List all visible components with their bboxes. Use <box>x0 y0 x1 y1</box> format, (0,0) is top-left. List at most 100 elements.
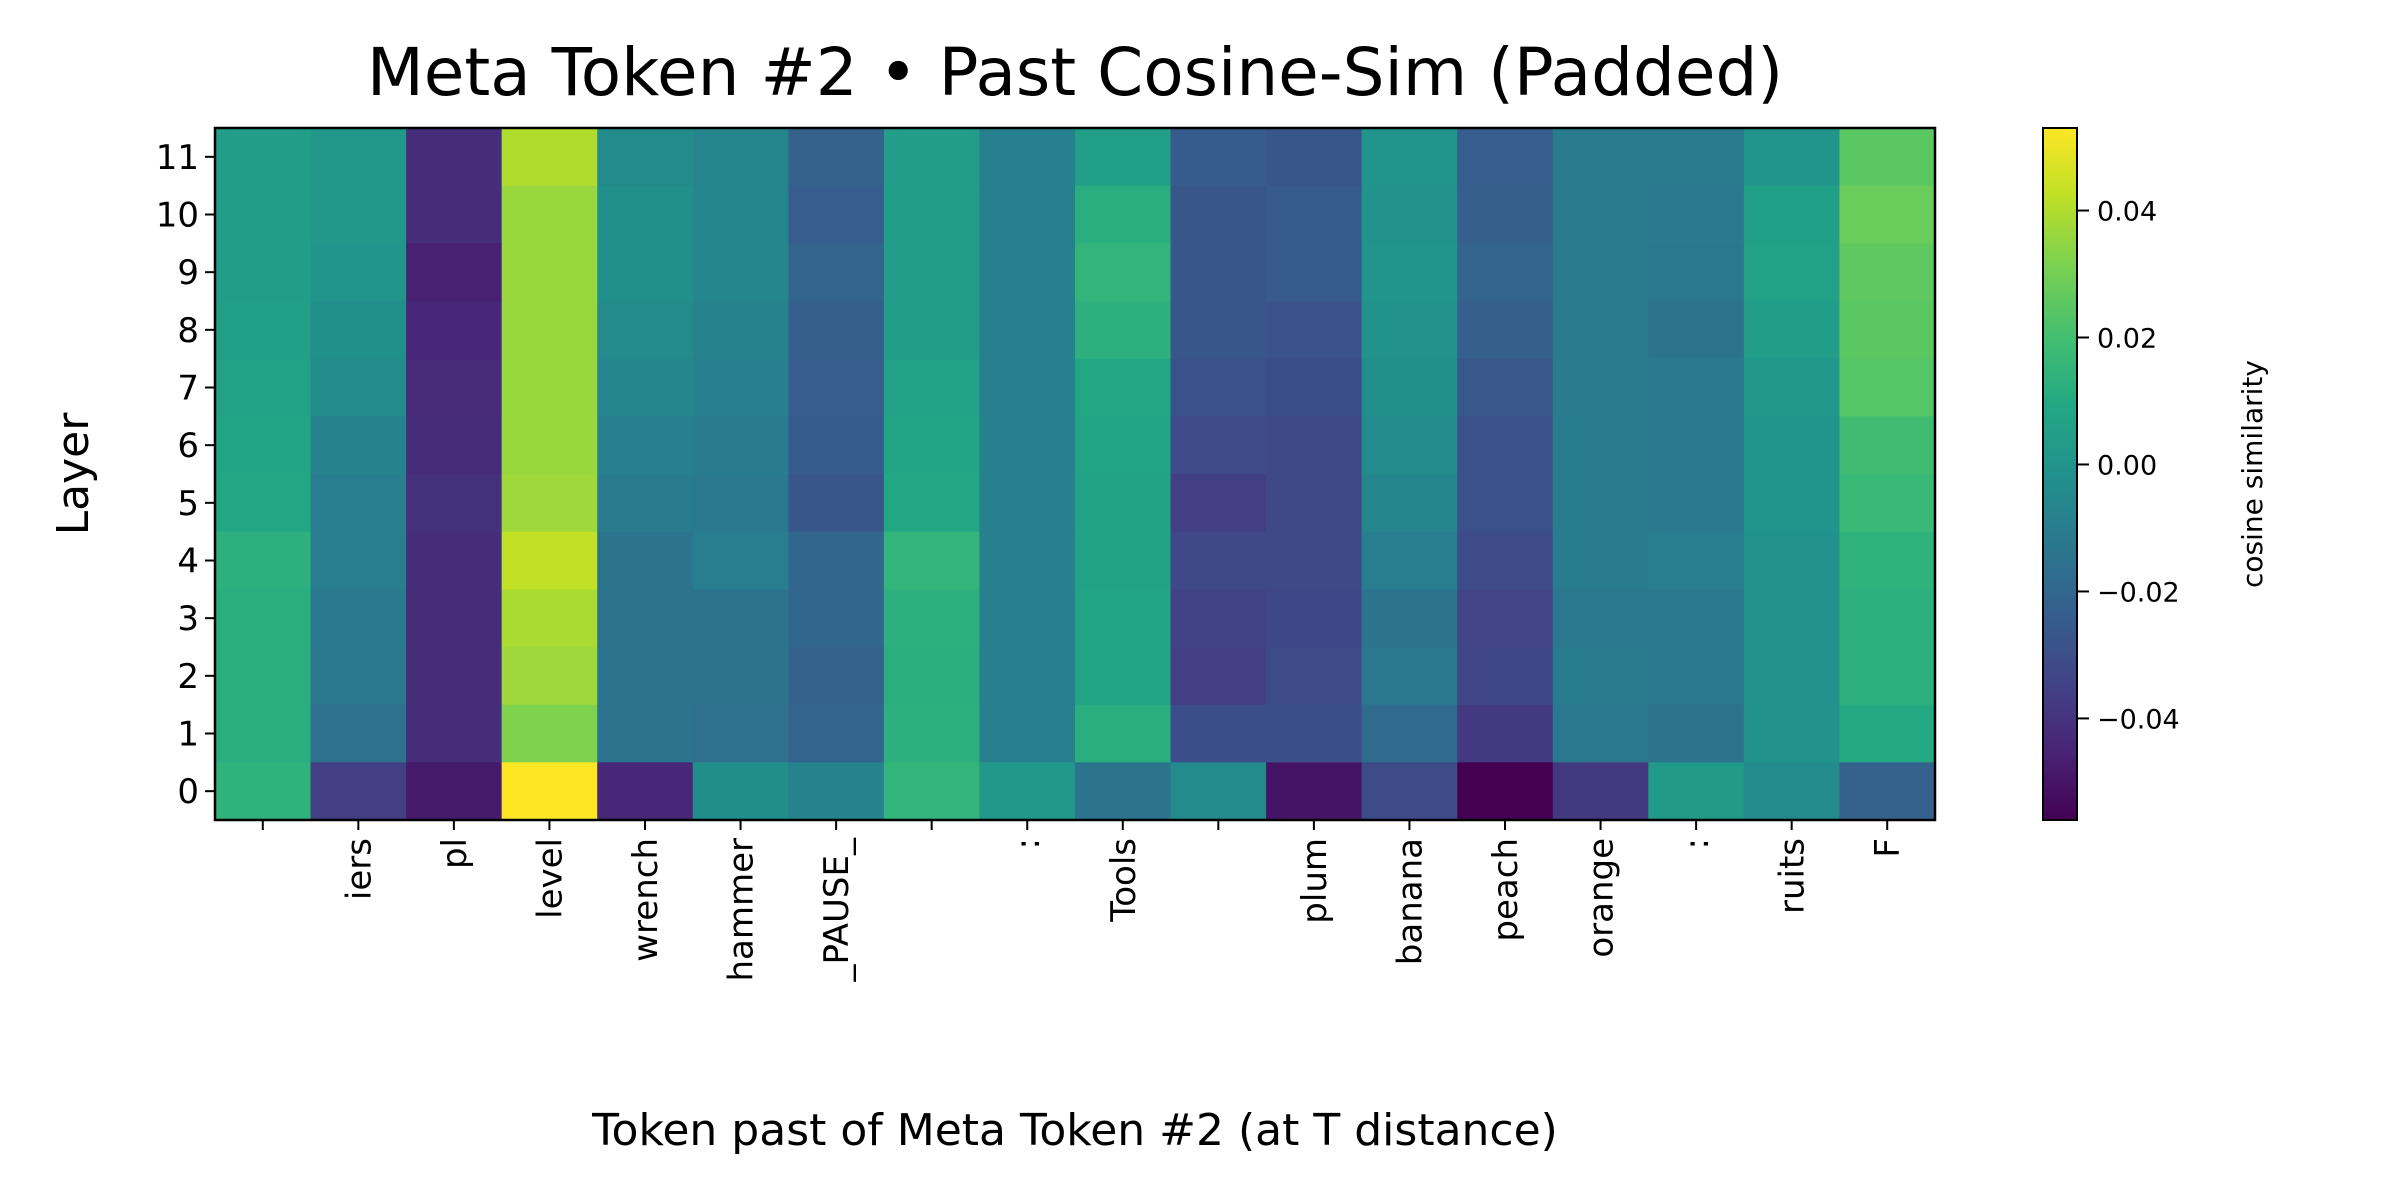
heatmap-cell <box>215 647 312 706</box>
heatmap-cell <box>1457 589 1554 648</box>
heatmap-cell <box>501 416 598 475</box>
x-tick-label: peach <box>1486 838 1526 942</box>
heatmap-cell <box>1075 762 1172 821</box>
heatmap-cell <box>1457 416 1554 475</box>
heatmap-cell <box>406 704 503 763</box>
heatmap-cell <box>1839 474 1936 533</box>
heatmap-cell <box>1457 243 1554 302</box>
x-tick-label: Tools <box>1104 838 1144 923</box>
heatmap-cell <box>501 243 598 302</box>
heatmap-cell <box>979 358 1076 417</box>
heatmap-cell <box>883 647 981 706</box>
heatmap-cell <box>1743 474 1841 533</box>
heatmap-cell <box>501 128 598 187</box>
heatmap-cell <box>310 358 407 417</box>
heatmap-cell <box>883 358 981 417</box>
heatmap-cell <box>1648 474 1745 533</box>
heatmap-cell <box>788 358 885 417</box>
heatmap-cell <box>1170 128 1267 187</box>
heatmap-cell <box>788 416 885 475</box>
heatmap-cell <box>406 301 503 360</box>
heatmap-cell <box>979 647 1076 706</box>
heatmap-cell <box>1075 647 1172 706</box>
heatmap-cell <box>1839 762 1936 821</box>
heatmap-cell <box>1266 185 1363 244</box>
heatmap-cell <box>501 762 598 821</box>
heatmap-cell <box>883 762 981 821</box>
heatmap-cell <box>1266 531 1363 590</box>
heatmap-cell <box>1648 358 1745 417</box>
heatmap-cell <box>501 704 598 763</box>
heatmap-cell <box>1648 647 1745 706</box>
heatmap-cell <box>788 762 885 821</box>
heatmap-cell <box>979 185 1076 244</box>
heatmap-cell <box>979 531 1076 590</box>
heatmap-cell <box>788 243 885 302</box>
heatmap-cell <box>1075 185 1172 244</box>
heatmap-cell <box>1457 301 1554 360</box>
heatmap-cell <box>692 301 789 360</box>
heatmap-cell <box>310 531 407 590</box>
heatmap-cell <box>1648 704 1745 763</box>
heatmap-cell <box>215 531 312 590</box>
y-tick-label: 9 <box>177 253 199 293</box>
heatmap-cell <box>1743 531 1841 590</box>
heatmap-cell <box>788 474 885 533</box>
heatmap-cell <box>215 128 312 187</box>
heatmap-cell <box>692 647 789 706</box>
heatmap-cell <box>310 704 407 763</box>
heatmap-cell <box>788 531 885 590</box>
heatmap-cell <box>215 704 312 763</box>
heatmap-cell <box>979 762 1076 821</box>
heatmap-cell <box>406 128 503 187</box>
heatmap-cell <box>1170 474 1267 533</box>
heatmap-cell <box>979 128 1076 187</box>
heatmap-cell <box>501 647 598 706</box>
heatmap-cell <box>883 474 981 533</box>
heatmap-cell <box>501 301 598 360</box>
heatmap-cell <box>1361 762 1458 821</box>
x-tick-label: hammer <box>722 838 762 982</box>
heatmap-cell <box>883 128 981 187</box>
heatmap-cell <box>597 358 694 417</box>
heatmap-cell <box>1552 301 1649 360</box>
heatmap-cell <box>1266 243 1363 302</box>
heatmap-cell <box>1648 762 1745 821</box>
heatmap-cell <box>310 416 407 475</box>
heatmap-cell <box>979 589 1076 648</box>
heatmap-cell <box>406 185 503 244</box>
x-tick-label: : <box>1677 838 1717 849</box>
heatmap-cell <box>406 647 503 706</box>
heatmap-cell <box>406 589 503 648</box>
heatmap-cell <box>1552 243 1649 302</box>
heatmap-cell <box>692 416 789 475</box>
heatmap-cell <box>1075 589 1172 648</box>
heatmap-cell <box>1743 301 1841 360</box>
y-tick-label: 8 <box>177 311 199 351</box>
heatmap-cell <box>406 358 503 417</box>
heatmap-cell <box>1839 185 1936 244</box>
y-tick-label: 0 <box>177 772 199 812</box>
y-tick-label: 11 <box>156 138 199 178</box>
heatmap-cell <box>406 531 503 590</box>
heatmap-cell <box>1266 474 1363 533</box>
heatmap-cell <box>1170 185 1267 244</box>
heatmap-cell <box>1266 416 1363 475</box>
heatmap-cell <box>1361 358 1458 417</box>
heatmap-cell <box>979 704 1076 763</box>
heatmap-cell <box>692 474 789 533</box>
heatmap-cell <box>597 185 694 244</box>
y-axis-label: Layer <box>48 412 99 536</box>
heatmap-cell <box>1552 416 1649 475</box>
heatmap-cell <box>597 243 694 302</box>
heatmap-cell <box>310 243 407 302</box>
heatmap-cell <box>406 474 503 533</box>
heatmap-cell <box>1648 416 1745 475</box>
heatmap-cell <box>692 762 789 821</box>
colorbar-label: cosine similarity <box>2236 360 2269 588</box>
heatmap-cell <box>310 589 407 648</box>
heatmap-cell <box>1552 128 1649 187</box>
x-tick-label: level <box>530 838 570 919</box>
x-tick-label: iers <box>339 838 379 900</box>
